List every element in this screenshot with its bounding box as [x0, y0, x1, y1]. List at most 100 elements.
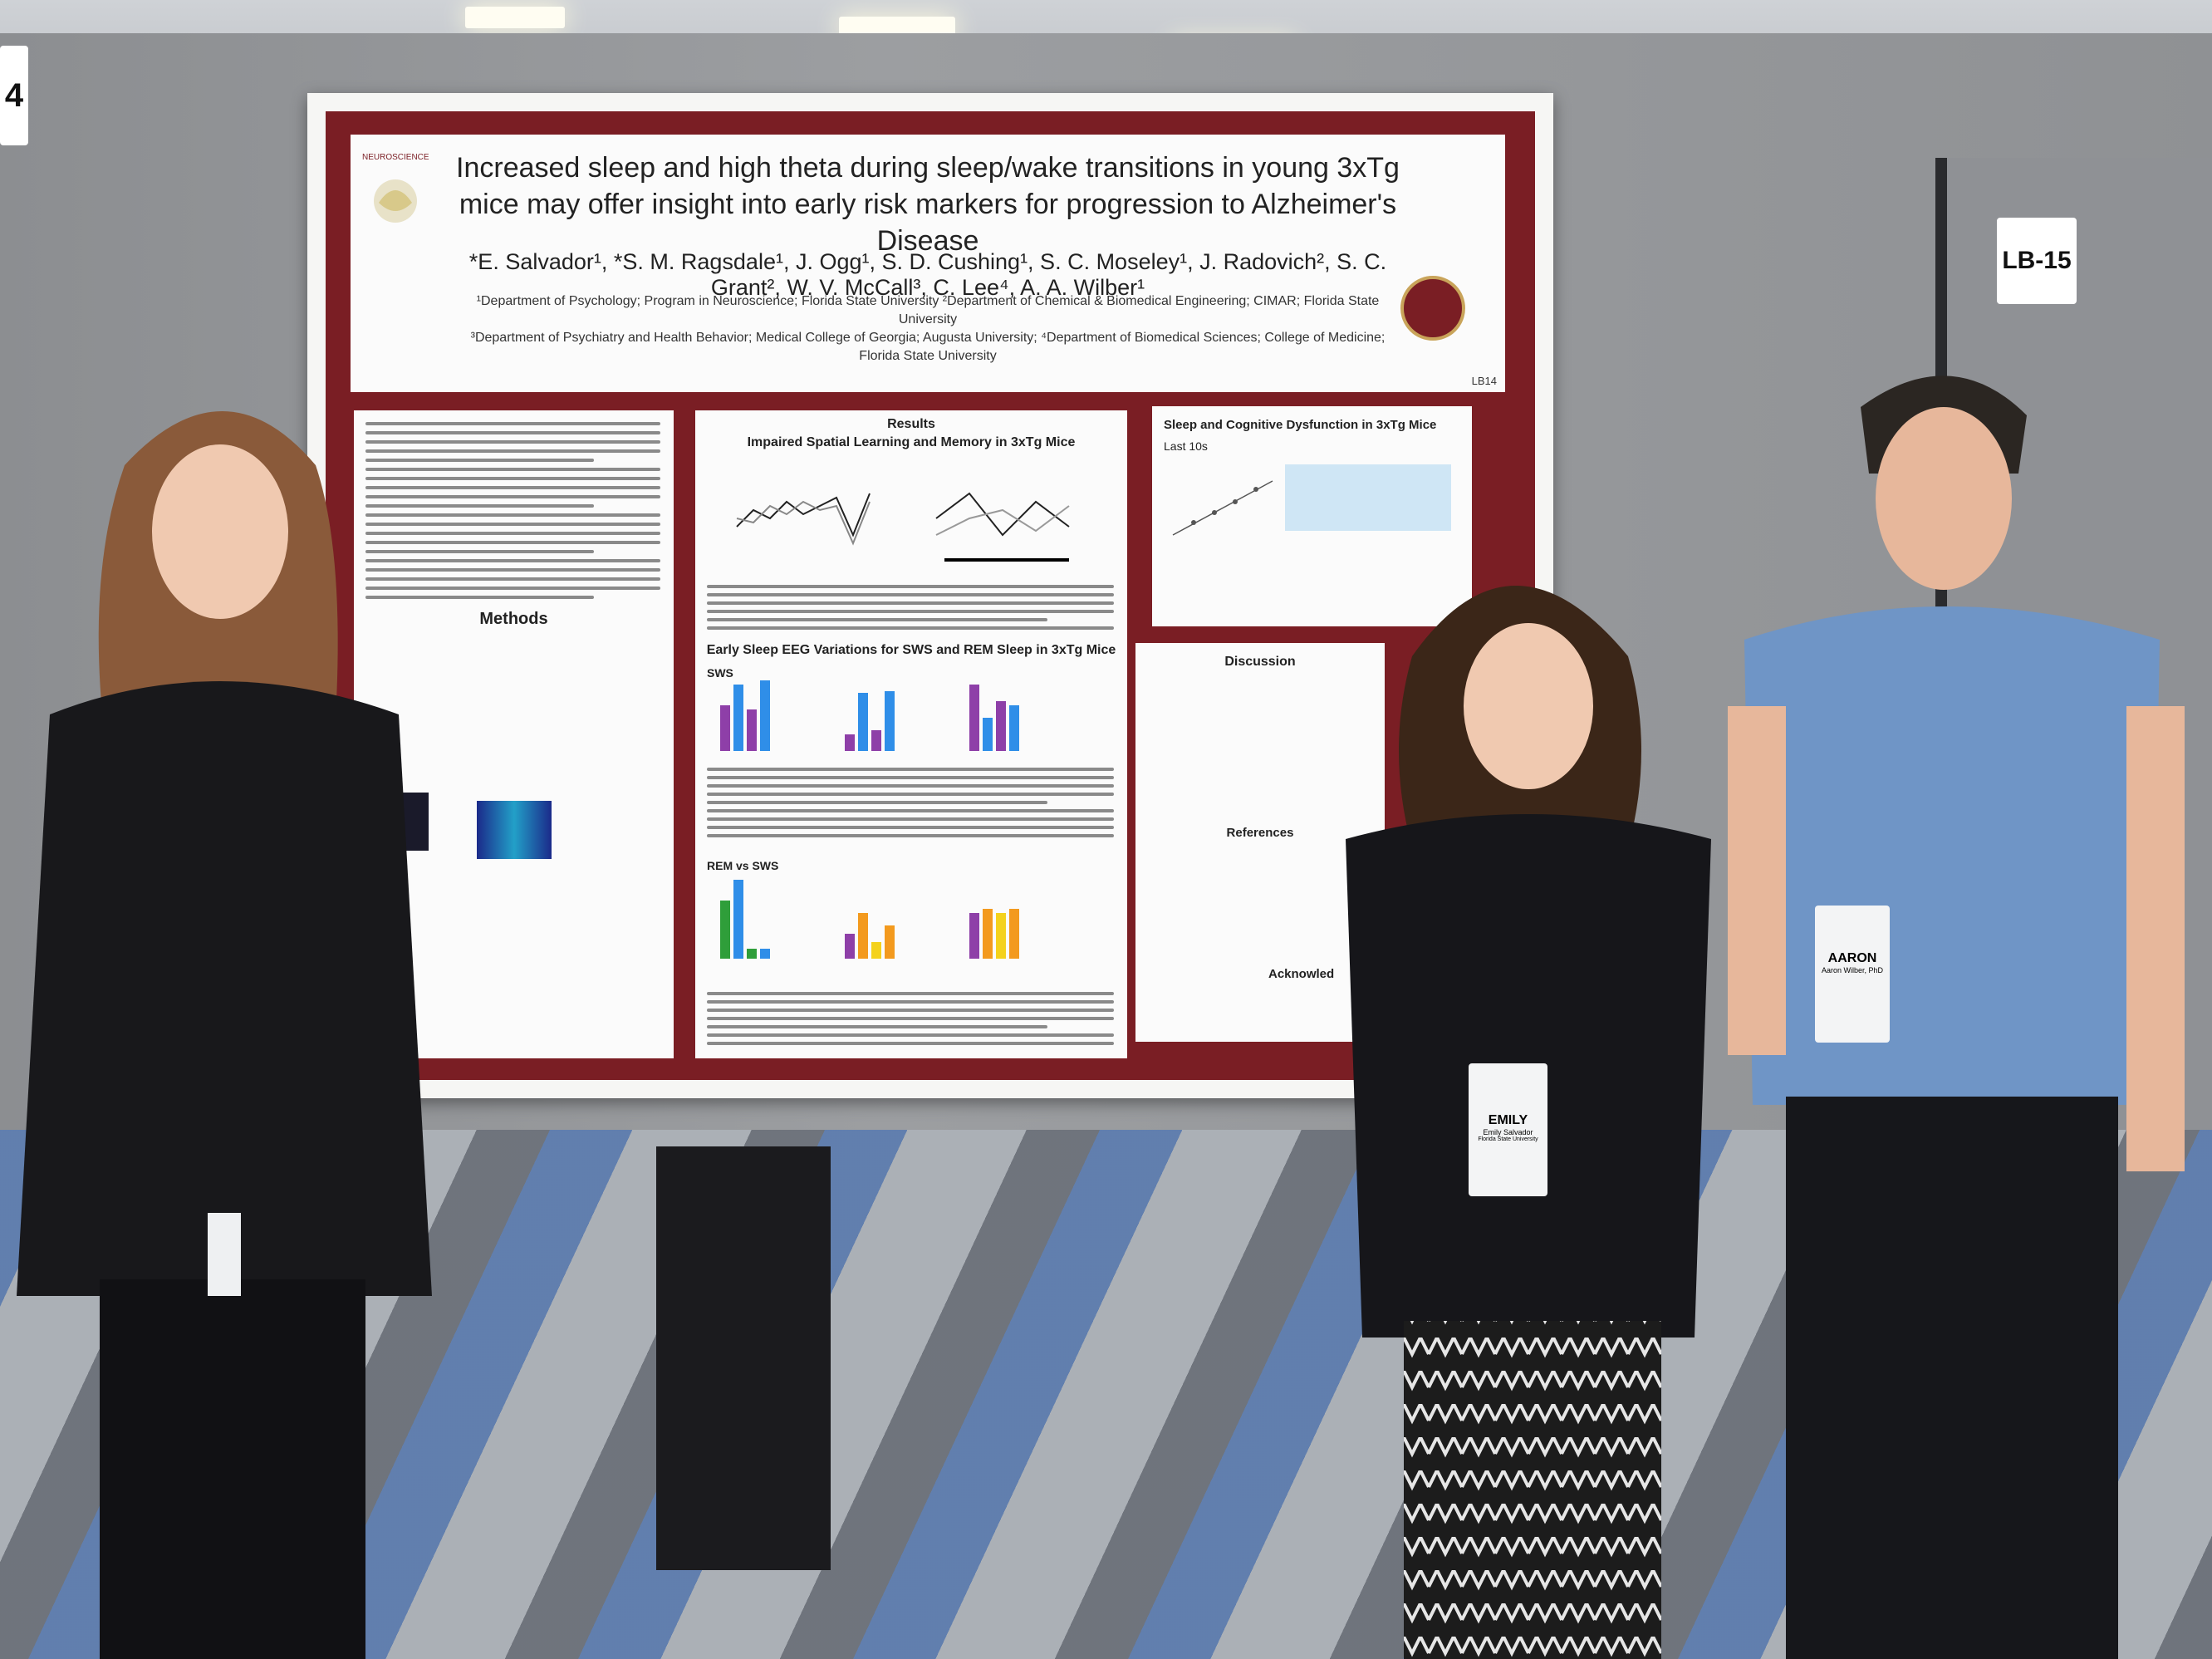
poster-text-line: [365, 587, 660, 590]
chart-bar: [845, 734, 855, 751]
poster-text-line: [707, 1009, 1114, 1012]
affiliation-line: ¹Department of Psychology; Program in Ne…: [476, 294, 1380, 326]
chart-bar: [969, 685, 979, 751]
acknowledgements-heading: Acknowled: [1268, 967, 1335, 981]
poster-text-line: [365, 477, 660, 480]
rem-bar-charts: [720, 876, 1102, 959]
chart-bar: [733, 685, 743, 751]
poster-text-line: [707, 784, 1114, 788]
chart-bar: [720, 705, 730, 751]
poster-text-line: [707, 826, 1114, 829]
chart-bar: [747, 709, 757, 751]
poster-text-line: [365, 459, 594, 462]
last10s-label: Last 10s: [1164, 439, 1208, 453]
poster-text-line: [365, 440, 660, 444]
chart-bar: [858, 913, 868, 959]
poster-id: LB14: [1471, 375, 1497, 387]
discussion-box: Discussion References Acknowled: [1135, 643, 1385, 1042]
sleep-cognition-box: Sleep and Cognitive Dysfunction in 3xTg …: [1152, 406, 1472, 626]
poster-text-line: [707, 1033, 1114, 1037]
poster-text-line: [707, 1000, 1114, 1004]
chart-bar: [858, 693, 868, 751]
poster-text-line: [707, 801, 1047, 804]
poster-affiliations: ¹Department of Psychology; Program in Ne…: [450, 292, 1405, 366]
booth-sign-right: LB-15: [1997, 218, 2077, 304]
poster-text-line: [707, 618, 1047, 621]
poster-header: NEUROSCIENCE Increased sleep and high th…: [351, 135, 1505, 392]
poster-text-line: [707, 593, 1114, 596]
chart-bar: [871, 730, 881, 751]
person-left: [17, 411, 432, 1659]
poster-text-line: [707, 817, 1114, 821]
poster-text-line: [707, 1042, 1114, 1045]
booth-sign-left: 4: [0, 46, 28, 145]
poster-text-line: [365, 449, 660, 453]
badge-name: AARON: [1827, 951, 1877, 965]
chart-bar: [845, 934, 855, 959]
badge-subtitle: Emily Salvador: [1483, 1128, 1533, 1136]
chart-bar: [733, 880, 743, 959]
chart-bar: [760, 680, 770, 751]
poster-text-line: [707, 776, 1114, 779]
chart-bar: [871, 942, 881, 959]
poster-text-line: [707, 610, 1114, 613]
poster-text-line: [365, 541, 660, 544]
poster-text-line: [365, 504, 594, 508]
chart-bar: [983, 718, 993, 751]
sws-bar-charts: [720, 680, 1102, 751]
chart-bar: [1009, 705, 1019, 751]
poster-text-line: [365, 468, 660, 471]
poster-text-line: [707, 626, 1114, 630]
poster-text-line: [707, 809, 1114, 812]
chart-bar: [996, 701, 1006, 751]
poster-text-line: [365, 559, 660, 562]
poster-text-line: [365, 550, 594, 553]
person-right: [1728, 375, 2185, 1659]
sleep-cognition-heading: Sleep and Cognitive Dysfunction in 3xTg …: [1164, 418, 1437, 432]
discussion-heading: Discussion: [1224, 655, 1296, 669]
poster-text-line: [707, 992, 1114, 995]
affiliation-line: ³Department of Psychiatry and Health Beh…: [470, 331, 1386, 363]
sws-label: SWS: [707, 666, 733, 680]
ceiling-light: [465, 7, 565, 28]
poster-text-line: [365, 513, 660, 517]
poster-text-line: [365, 596, 594, 599]
neuroscience-logo-icon: [374, 179, 417, 223]
badge-org: Florida State University: [1478, 1136, 1538, 1142]
results-heading: Results: [887, 417, 935, 431]
poster-results-column: Results Impaired Spatial Learning and Me…: [695, 410, 1127, 1058]
chart-bar: [1009, 909, 1019, 959]
chart-bar: [747, 949, 757, 959]
line-plot-figure: [736, 492, 1070, 562]
spectrogram-image: [477, 801, 552, 859]
person-behind-poster: [656, 1146, 831, 1570]
chart-bar: [760, 949, 770, 959]
poster-authors: *E. Salvador¹, *S. M. Ragsdale¹, J. Ogg¹…: [468, 249, 1387, 300]
poster-title: Increased sleep and high theta during sl…: [456, 152, 1400, 257]
research-poster: NEUROSCIENCE Increased sleep and high th…: [307, 93, 1553, 1098]
poster-text-line: [365, 577, 660, 581]
poster-text-line: [707, 793, 1114, 796]
poster-text-line: [365, 422, 660, 425]
results-subheading-2: Early Sleep EEG Variations for SWS and R…: [706, 643, 1116, 657]
badge-center: EMILY Emily Salvador Florida State Unive…: [1469, 1063, 1547, 1196]
results-subheading-1: Impaired Spatial Learning and Memory in …: [747, 435, 1076, 449]
chart-bar: [983, 909, 993, 959]
poster-text-line: [365, 523, 660, 526]
poster-text-line: [707, 1017, 1114, 1020]
poster-text-line: [365, 532, 660, 535]
poster-text-line: [707, 601, 1114, 605]
chart-bar: [885, 691, 895, 751]
person-center: [1346, 586, 1711, 1659]
chart-bar: [996, 913, 1006, 959]
fsu-seal-icon: [1400, 276, 1465, 341]
badge-name: EMILY: [1488, 1113, 1528, 1127]
poster-text-line: [707, 834, 1114, 837]
chart-bar: [885, 925, 895, 959]
poster-text-line: [365, 486, 660, 489]
poster-text-line: [365, 568, 660, 572]
chart-bar: [969, 913, 979, 959]
badge-right: AARON Aaron Wilber, PhD: [1815, 906, 1890, 1043]
logo-left-text: NEUROSCIENCE: [362, 153, 429, 162]
badge-subtitle: Aaron Wilber, PhD: [1821, 966, 1884, 974]
